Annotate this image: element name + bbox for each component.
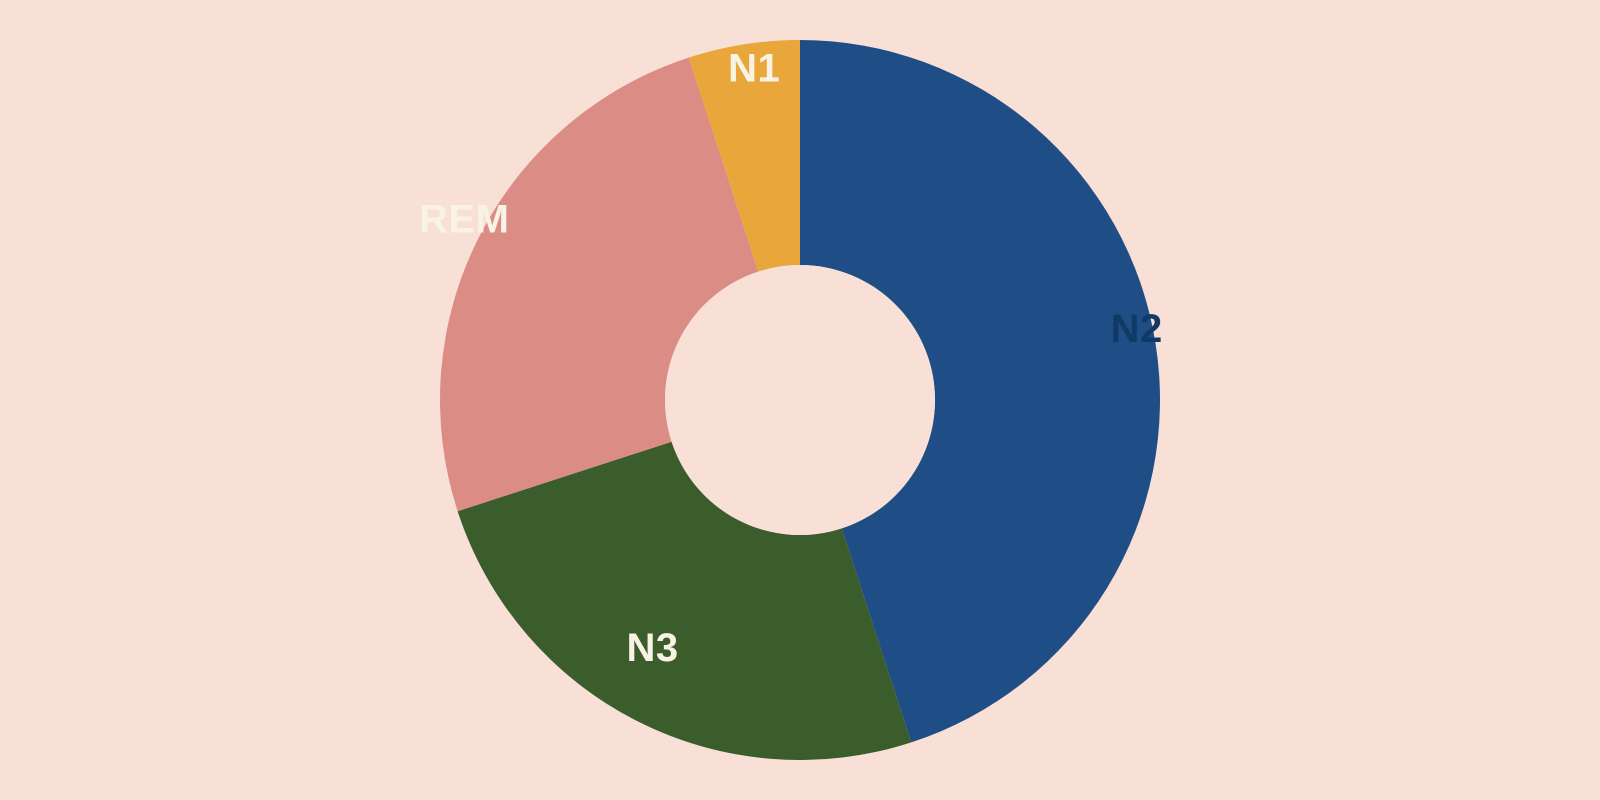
slice-label-n1: N1 bbox=[728, 47, 780, 91]
slice-label-rem: REM bbox=[419, 197, 509, 241]
slice-label-n3: N3 bbox=[626, 626, 678, 670]
sleep-stages-donut-chart: N2 N3 REM N1 bbox=[0, 0, 1600, 800]
slice-label-n2: N2 bbox=[1111, 307, 1163, 351]
chart-canvas: N2 N3 REM N1 bbox=[0, 0, 1600, 800]
donut-hole bbox=[665, 265, 935, 535]
